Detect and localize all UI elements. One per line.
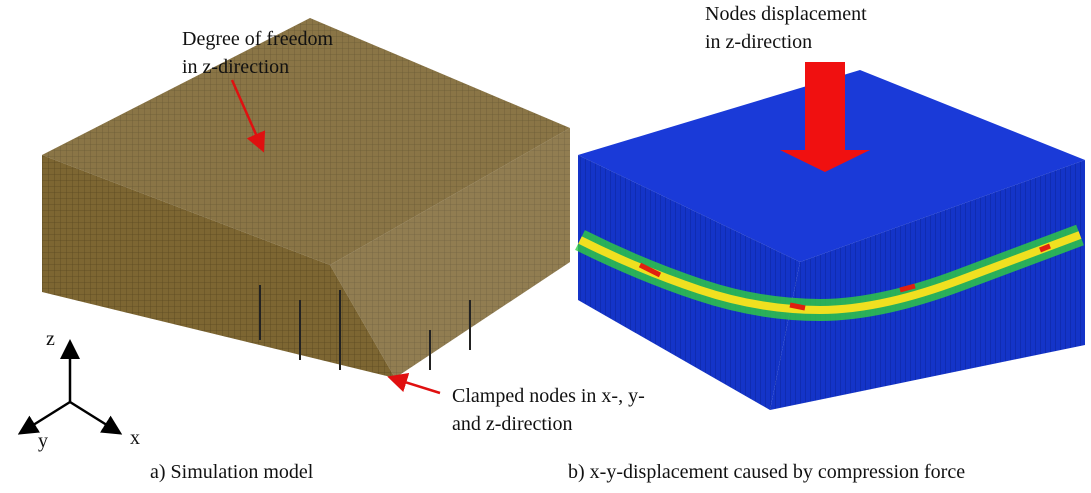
simulation-model (42, 18, 570, 378)
axis-label: y (38, 430, 48, 452)
caption: a) Simulation model (150, 461, 314, 483)
annotation: and z-direction (452, 413, 573, 435)
arrow (392, 378, 440, 393)
annotation: Nodes displacement (705, 3, 867, 25)
figure: z y x Degree of freedom in z-direction N… (0, 0, 1091, 493)
axis-triad (22, 344, 118, 432)
caption: b) x-y-displacement caused by compressio… (568, 461, 965, 483)
annotation: in z-direction (182, 56, 289, 78)
axis-label: z (46, 328, 55, 350)
annotation: in z-direction (705, 31, 812, 53)
annotation: Clamped nodes in x-, y- (452, 385, 645, 407)
axis-label: x (130, 427, 140, 449)
annotation: Degree of freedom (182, 28, 333, 50)
